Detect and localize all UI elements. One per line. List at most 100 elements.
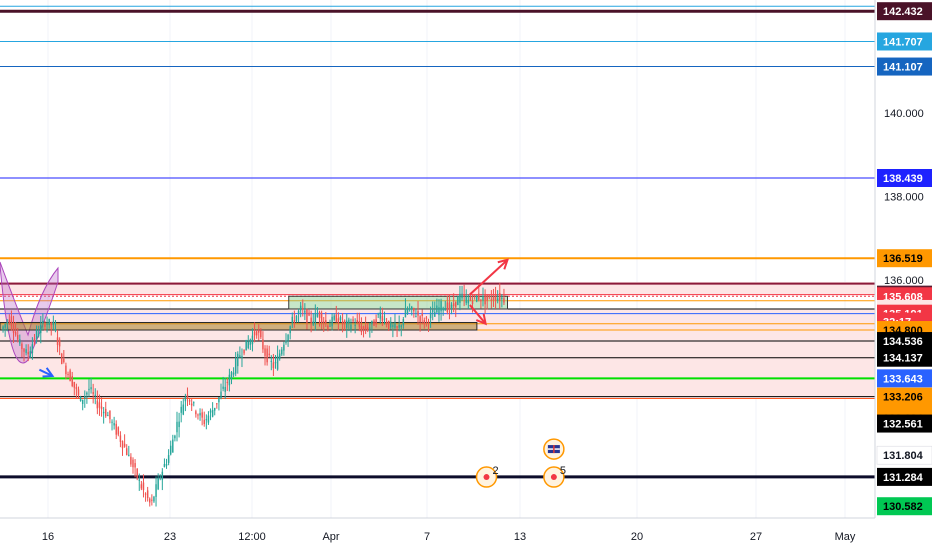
candle-body bbox=[278, 353, 281, 360]
candle-body bbox=[58, 339, 61, 347]
down-arrow bbox=[469, 304, 487, 325]
candle-body bbox=[239, 355, 241, 358]
candle-body bbox=[190, 403, 193, 406]
candle-body bbox=[205, 419, 208, 421]
candle-body bbox=[188, 400, 191, 402]
candle-body bbox=[115, 423, 117, 435]
candle-body bbox=[297, 310, 300, 315]
y-tick-label: 136.000 bbox=[884, 275, 924, 287]
candle-body bbox=[86, 392, 88, 395]
price-label-box bbox=[877, 497, 932, 516]
candle-body bbox=[398, 325, 400, 328]
candle-body bbox=[444, 308, 447, 311]
candle-body bbox=[255, 331, 258, 336]
price-label-box bbox=[877, 369, 932, 388]
candle-body bbox=[333, 315, 335, 320]
candle-body bbox=[232, 372, 235, 375]
candle-body bbox=[306, 309, 308, 323]
candle-body bbox=[132, 459, 134, 468]
candle-body bbox=[121, 441, 124, 449]
candle-body bbox=[440, 301, 442, 312]
candle-body bbox=[339, 317, 342, 321]
candle-body bbox=[88, 388, 90, 391]
candle-body bbox=[268, 353, 270, 356]
candle-body bbox=[220, 391, 222, 399]
x-tick-label: 16 bbox=[42, 531, 54, 543]
candle-body bbox=[182, 404, 185, 415]
candle-body bbox=[348, 319, 350, 324]
dividend-dot bbox=[550, 474, 557, 481]
candle-body bbox=[392, 325, 394, 327]
candle-body bbox=[341, 321, 344, 325]
candle-body bbox=[109, 410, 111, 420]
candle-body bbox=[274, 362, 277, 364]
candle-body bbox=[272, 362, 275, 369]
candle-body bbox=[281, 349, 283, 355]
candle-body bbox=[373, 320, 375, 326]
dividend-dot bbox=[483, 474, 490, 481]
candle-body bbox=[343, 320, 346, 324]
candle-body bbox=[209, 410, 212, 413]
price-label-box bbox=[877, 348, 932, 367]
candle-body bbox=[411, 306, 413, 309]
candle-body bbox=[258, 330, 260, 333]
candle-body bbox=[63, 358, 65, 363]
price-label-box bbox=[876, 445, 932, 465]
candle-body bbox=[203, 419, 205, 425]
candle-body bbox=[237, 353, 239, 367]
candle-body bbox=[14, 332, 17, 335]
candle-body bbox=[387, 320, 390, 329]
candle-body bbox=[471, 300, 474, 305]
candle-body bbox=[142, 482, 145, 491]
candle-body bbox=[84, 396, 86, 399]
candle-body bbox=[197, 414, 199, 416]
candle-body bbox=[165, 463, 168, 466]
price-label-box bbox=[877, 32, 932, 51]
candle-body bbox=[253, 331, 256, 336]
candle-body bbox=[163, 464, 166, 467]
candle-body bbox=[161, 471, 164, 480]
candle-body bbox=[29, 351, 32, 358]
candle-body bbox=[369, 327, 371, 329]
candle-body bbox=[23, 348, 25, 352]
candle-body bbox=[427, 321, 430, 323]
candle-body bbox=[211, 410, 214, 417]
candle-body bbox=[402, 319, 405, 326]
candle-body bbox=[335, 314, 338, 322]
down-arrow-head bbox=[475, 313, 487, 326]
candle-body bbox=[358, 321, 361, 327]
candle-body bbox=[167, 455, 170, 463]
candle-body bbox=[318, 312, 321, 319]
candle-body bbox=[404, 308, 407, 318]
candle-body bbox=[473, 294, 476, 296]
candle-body bbox=[130, 456, 132, 465]
candle-body bbox=[478, 293, 480, 300]
candle-body bbox=[125, 448, 128, 456]
candle-body bbox=[436, 305, 438, 313]
candle-body bbox=[155, 484, 157, 497]
candle-body bbox=[419, 316, 421, 323]
candle-body bbox=[354, 324, 356, 326]
candle-body bbox=[484, 294, 486, 305]
candle-body bbox=[429, 312, 432, 319]
candle-body bbox=[119, 435, 122, 442]
price-label-text: 138.439 bbox=[883, 173, 923, 185]
candle-body bbox=[327, 325, 329, 330]
candle-body bbox=[490, 299, 493, 301]
candle-body bbox=[320, 312, 323, 323]
candle-body bbox=[322, 321, 325, 323]
price-label-text: 134.137 bbox=[883, 353, 923, 365]
candle-body bbox=[260, 330, 262, 338]
candle-body bbox=[482, 296, 484, 301]
candle-body bbox=[283, 344, 285, 351]
candle-body bbox=[42, 321, 44, 324]
candle-body bbox=[92, 392, 94, 394]
candle-body bbox=[425, 317, 428, 319]
candle-body bbox=[308, 312, 310, 316]
candle-body bbox=[501, 297, 503, 299]
candle-body bbox=[295, 315, 298, 322]
candle-body bbox=[140, 484, 143, 489]
candle-body bbox=[475, 295, 478, 302]
candle-body bbox=[408, 308, 411, 310]
